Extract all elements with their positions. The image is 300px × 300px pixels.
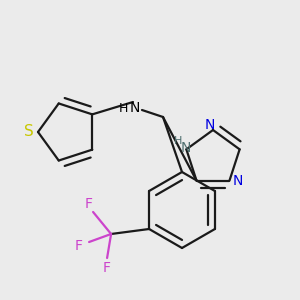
Text: N: N [232, 174, 243, 188]
Text: F: F [103, 261, 111, 275]
Text: S: S [24, 124, 34, 140]
Text: N: N [180, 141, 190, 155]
Text: N: N [130, 101, 140, 115]
Text: F: F [75, 239, 83, 253]
Text: H: H [174, 136, 183, 146]
Text: N: N [205, 118, 215, 132]
Text: H: H [118, 101, 128, 115]
Text: F: F [85, 197, 93, 211]
